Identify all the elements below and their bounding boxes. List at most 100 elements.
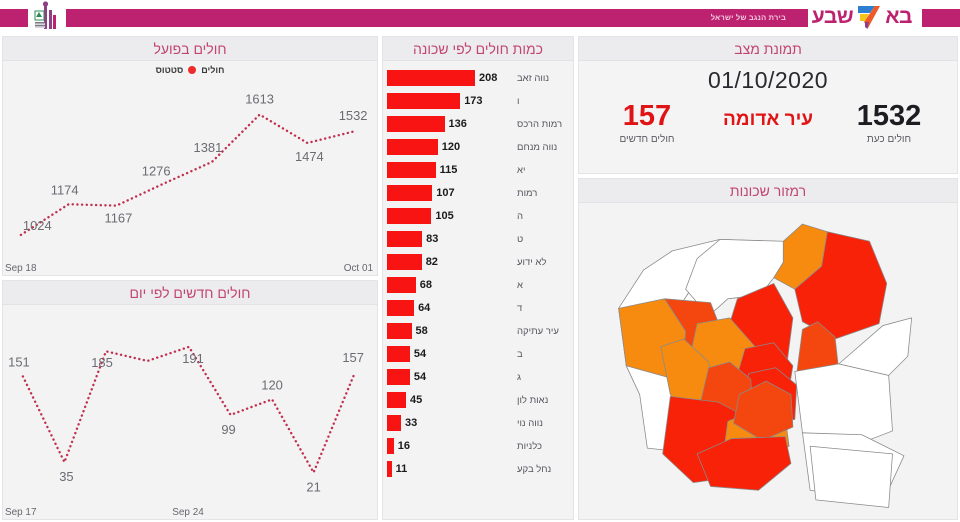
- neighborhood-bar-row[interactable]: רמות 107: [387, 182, 569, 204]
- stat-current-cases-label: חולים כעת: [866, 134, 912, 145]
- neighborhood-bar-value: 16: [397, 440, 411, 452]
- svg-text:157: 157: [342, 350, 364, 365]
- neighborhood-name: נאות לון: [517, 394, 549, 406]
- neighborhood-bar-row[interactable]: עיר עתיקה 58: [387, 320, 569, 342]
- neighborhood-bar-row[interactable]: נווה מנחם 120: [387, 136, 569, 158]
- neighborhood-bar-row[interactable]: נאות לון 45: [387, 389, 569, 411]
- beer-sheva-brand-logo[interactable]: שבע בא: [807, 2, 916, 32]
- neighborhood-bar-track: 83: [387, 231, 513, 247]
- panel-active-patients-body: חולים סטטוס 1024 1174 1167 1276 1381 1613 1474…: [3, 61, 377, 274]
- neighborhood-name: ד: [517, 302, 523, 314]
- svg-text:21: 21: [306, 479, 320, 494]
- neighborhood-bar-fill: [387, 93, 461, 109]
- neighborhood-bar-track: 54: [387, 346, 513, 362]
- svg-text:1613: 1613: [245, 92, 274, 107]
- svg-text:1532: 1532: [339, 108, 368, 123]
- svg-text:Sep 17: Sep 17: [5, 507, 37, 518]
- neighborhood-name: נווה מנחם: [517, 141, 558, 153]
- panel-daily-new-cases: חולים חדשים לפי יום 151 35 185 191 99 120 21 15…: [2, 280, 378, 520]
- panel-daily-new-cases-title: חולים חדשים לפי יום: [3, 281, 377, 305]
- status-badge-city: עיר אדומה: [722, 109, 814, 130]
- header-tagline: בירת הנגב של ישראל: [704, 11, 792, 25]
- neighborhood-bar-value: 45: [410, 394, 423, 406]
- active-patients-line-chart[interactable]: 1024 1174 1167 1276 1381 1613 1474 1532 Sep 18 Oc…: [3, 61, 377, 274]
- neighborhood-name: כלניות: [517, 440, 543, 452]
- neighborhood-bar-value: 208: [479, 72, 498, 84]
- neighborhood-bar-row[interactable]: יא 115: [387, 159, 569, 181]
- neighborhood-bar-value: 136: [448, 118, 467, 130]
- neighborhood-bar-track: 105: [387, 208, 513, 224]
- neighborhood-bar-fill: [387, 415, 401, 431]
- panel-active-patients: חולים בפועל חולים סטטוס 1024 1174 1167 1276…: [2, 36, 378, 276]
- neighborhood-bar-row[interactable]: כלניות 16: [387, 435, 569, 457]
- neighborhood-bar-fill: [387, 300, 415, 316]
- neighborhood-bar-fill: [387, 346, 410, 362]
- neighborhood-bar-row[interactable]: נווה זאב 208: [387, 67, 569, 89]
- svg-text:151: 151: [8, 354, 30, 369]
- neighborhood-name: יא: [517, 164, 526, 176]
- neighborhood-map-body: [579, 203, 957, 519]
- neighborhood-bar-row[interactable]: לא ידוע 82: [387, 251, 569, 273]
- neighborhood-bar-track: 82: [387, 254, 513, 270]
- legend-series-label: חולים: [201, 65, 225, 75]
- neighborhood-bar-track: 173: [387, 93, 513, 109]
- neighborhood-bar-value: 54: [413, 371, 427, 383]
- neighborhood-bar-value: 120: [441, 141, 461, 153]
- panel-neighborhood-map: רמזור שכונות: [578, 178, 958, 520]
- neighborhood-bar-value: 11: [395, 463, 408, 475]
- neighborhood-name: רמות: [517, 187, 538, 199]
- neighborhood-bar-row[interactable]: ט 83: [387, 228, 569, 250]
- legend-title-label: סטטוס: [155, 65, 184, 75]
- neighborhood-name: עיר עתיקה: [517, 325, 559, 337]
- svg-text:185: 185: [91, 355, 113, 370]
- neighborhood-bar-row[interactable]: ו 173: [387, 90, 569, 112]
- neighborhood-bar-value: 115: [439, 164, 458, 176]
- neighborhood-bar-fill: [387, 162, 436, 178]
- neighborhood-bar-value: 82: [425, 256, 438, 268]
- neighborhood-name: ג: [517, 371, 522, 383]
- region-ssw-white[interactable]: [809, 445, 893, 508]
- region-s-red[interactable]: [733, 380, 794, 441]
- neighborhood-bar-fill: [387, 185, 433, 201]
- neighborhood-bar-row[interactable]: ב 54: [387, 343, 569, 365]
- stat-new-cases: 157 חולים חדשים: [597, 102, 697, 146]
- neighborhood-bar-row[interactable]: ה 105: [387, 205, 569, 227]
- stat-current-cases-value: 1532: [856, 100, 922, 132]
- neighborhood-bar-value: 173: [464, 95, 483, 107]
- svg-text:1024: 1024: [23, 218, 52, 233]
- neighborhood-bar-fill: [387, 323, 412, 339]
- panel-cases-by-neighborhood: כמות חולים לפי שכונה נווה זאב 208 ו 173 רמות…: [382, 36, 574, 520]
- panel-daily-new-cases-body: 151 35 185 191 99 120 21 157 Sep 17 Sep 24: [3, 305, 377, 518]
- svg-text:120: 120: [261, 377, 283, 392]
- neighborhood-bar-row[interactable]: ג 54: [387, 366, 569, 388]
- region-e-white[interactable]: [838, 317, 913, 376]
- neighborhood-bar-row[interactable]: ד 64: [387, 297, 569, 319]
- neighborhood-bar-fill: [387, 70, 475, 86]
- neighborhood-bar-row[interactable]: נחל בקע 11: [387, 458, 569, 480]
- neighborhood-bar-row[interactable]: נווה נוי 33: [387, 412, 569, 434]
- svg-text:Oct 01: Oct 01: [344, 263, 374, 274]
- neighborhood-bar-row[interactable]: א 68: [387, 274, 569, 296]
- svg-text:35: 35: [59, 469, 73, 484]
- legend-color-dot-icon: [188, 66, 197, 74]
- neighborhood-bar-value: 58: [415, 325, 428, 337]
- neighborhood-bar-fill: [387, 208, 432, 224]
- neighborhood-name: רמות הרכס: [517, 118, 563, 130]
- region-sc-red[interactable]: [696, 436, 792, 491]
- neighborhood-bar-row[interactable]: רמות הרכס 136: [387, 113, 569, 135]
- neighborhood-bar-track: 208: [387, 70, 513, 86]
- neighborhood-bar-track: 33: [387, 415, 513, 431]
- neighborhood-bar-value: 68: [419, 279, 433, 291]
- neighborhood-name: ו: [517, 95, 520, 107]
- neighborhood-name: ב: [517, 348, 523, 360]
- neighborhood-choropleth-map[interactable]: [579, 203, 957, 519]
- svg-text:191: 191: [182, 351, 204, 366]
- daily-new-cases-line-chart[interactable]: 151 35 185 191 99 120 21 157 Sep 17 Sep 24: [3, 305, 377, 518]
- neighborhood-bar-fill: [387, 277, 416, 293]
- svg-text:1474: 1474: [295, 149, 324, 164]
- header-band-left: [0, 9, 28, 27]
- status-date: 01/10/2020: [707, 67, 829, 93]
- neighborhood-bar-value: 83: [426, 233, 439, 245]
- neighborhood-name: נווה זאב: [517, 72, 550, 84]
- brand-word-be: בא: [885, 5, 912, 28]
